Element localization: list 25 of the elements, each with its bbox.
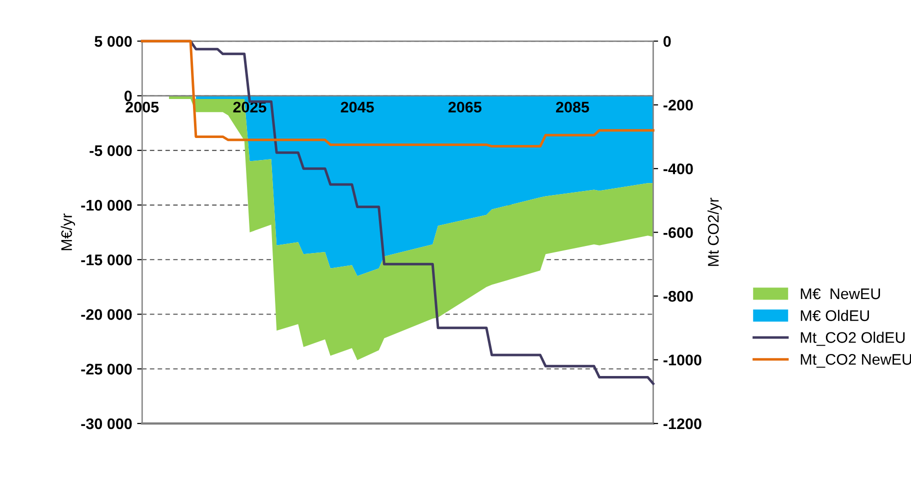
y-tick-label: -30 000: [81, 418, 132, 430]
y2-axis-title: Mt CO2/yr: [708, 198, 722, 266]
legend-label: M€ OldEU: [800, 310, 869, 322]
y2-tick-label: -1000: [664, 354, 702, 366]
y-tick-label: -20 000: [81, 309, 132, 320]
y2-tick-label: -200: [664, 100, 693, 111]
legend-label: Mt_CO2 NewEU: [800, 354, 911, 368]
x-tick-label: 2065: [448, 102, 482, 113]
x-tick-label: 2085: [556, 102, 590, 113]
y-tick-label: 0: [124, 90, 132, 102]
y2-tick-label: -800: [664, 290, 693, 302]
legend-label: M€ NewEU: [800, 288, 880, 300]
y-tick-label: -25 000: [81, 364, 132, 375]
y2-tick-label: -1200: [664, 418, 702, 430]
y2-tick-label: -600: [664, 227, 693, 238]
legend-label: Mt_CO2 OldEU: [800, 332, 905, 346]
y-tick-label: -10 000: [81, 200, 132, 211]
y2-tick-label: 0: [664, 36, 671, 47]
x-tick-label: 2045: [340, 102, 374, 113]
y-tick-label: -5 000: [90, 145, 132, 156]
y-tick-label: 5 000: [94, 36, 132, 47]
y-tick-label: -15 000: [81, 254, 132, 266]
y-axis-title: M€/yr: [60, 213, 76, 250]
y2-tick-label: -400: [664, 163, 693, 174]
x-tick-label: 2005: [126, 102, 159, 113]
